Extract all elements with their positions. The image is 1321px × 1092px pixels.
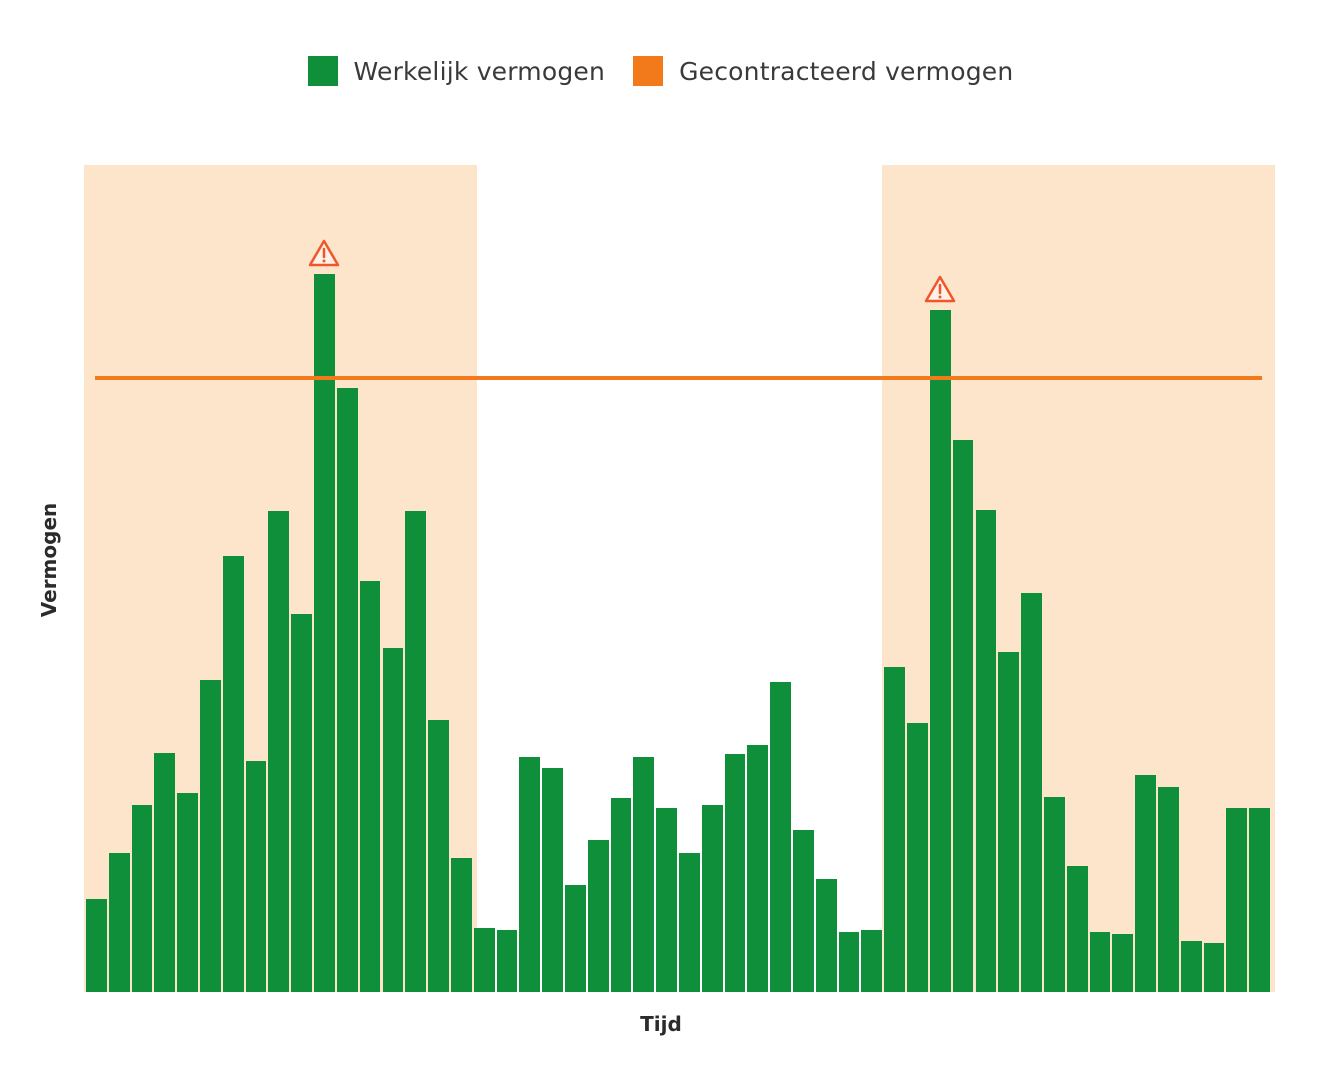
bar-actual-power (1203, 943, 1225, 992)
bar-actual-power (428, 719, 449, 992)
legend-label-contracted: Gecontracteerd vermogen (679, 56, 1014, 86)
bar-actual-power (724, 753, 746, 992)
bar-actual-power (1043, 796, 1065, 992)
bar-actual-power (747, 744, 769, 992)
bar-actual-power (633, 757, 655, 992)
bar-actual-power (108, 853, 130, 992)
bar-actual-power (359, 580, 381, 992)
bar-actual-power (496, 929, 518, 992)
bar-actual-power (131, 805, 153, 992)
bar-actual-power (564, 885, 586, 992)
bar-actual-power (382, 647, 404, 992)
x-axis-label: Tijd (640, 1012, 682, 1036)
bar-actual-power (975, 509, 997, 992)
legend-swatch-actual (307, 56, 338, 86)
bar-actual-power (656, 808, 677, 992)
chart-legend: Werkelijk vermogen Gecontracteerd vermog… (0, 56, 1321, 86)
bar-actual-power (838, 931, 860, 992)
bar-actual-power (245, 761, 267, 992)
bar-actual-power (770, 681, 792, 992)
bar-actual-power (861, 929, 883, 992)
bar-actual-power (519, 757, 541, 992)
bar-actual-power (952, 440, 974, 992)
legend-item-actual: Werkelijk vermogen (307, 56, 606, 86)
bar-actual-power (815, 878, 837, 992)
bar-actual-power (793, 829, 814, 992)
bar-actual-power (268, 510, 290, 992)
bar-actual-power (587, 839, 609, 992)
bar-actual-power (1157, 786, 1179, 992)
bar-actual-power (177, 792, 199, 992)
bar-actual-power (154, 752, 176, 992)
bar-actual-power (314, 274, 335, 992)
legend-swatch-contracted (633, 56, 664, 86)
bar-actual-power (473, 928, 495, 992)
y-axis-label: Vermogen (37, 502, 61, 618)
bar-actual-power (998, 652, 1020, 992)
contracted-power-line (95, 376, 1262, 381)
bar-actual-power (336, 388, 358, 992)
bar-actual-power (1112, 934, 1134, 992)
bar-actual-power (291, 614, 313, 992)
bar-actual-power (450, 858, 472, 992)
bar-actual-power (86, 899, 107, 992)
bar-actual-power (405, 510, 427, 992)
bar-actual-power (1249, 807, 1270, 992)
bar-actual-power (701, 805, 723, 992)
bar-actual-power (1135, 775, 1156, 992)
bar-actual-power (1180, 940, 1202, 992)
bar-actual-power (907, 723, 928, 992)
bar-actual-power (200, 680, 221, 992)
bar-actual-power (884, 666, 906, 992)
bar-actual-power (679, 853, 700, 992)
warning-icon (923, 274, 957, 304)
legend-item-contracted: Gecontracteerd vermogen (633, 56, 1013, 86)
bar-actual-power (222, 556, 244, 992)
bar-actual-power (1089, 931, 1111, 992)
legend-label-actual: Werkelijk vermogen (353, 56, 606, 86)
bar-actual-power (542, 767, 563, 992)
bar-actual-power (1226, 807, 1248, 992)
warning-icon (307, 238, 341, 268)
bar-actual-power (929, 309, 951, 992)
bar-actual-power (610, 797, 632, 992)
bar-actual-power (1021, 592, 1042, 992)
bar-actual-power (1066, 866, 1088, 992)
